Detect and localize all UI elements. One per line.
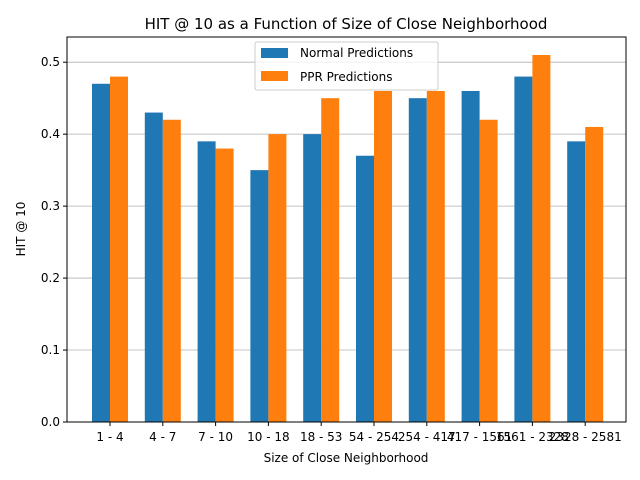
- x-axis: 1 - 4 4 - 7 7 - 10 10 - 18 18 - 53 54 - 25425…: [96, 422, 622, 444]
- y-tick-label-5: 0.5: [41, 55, 60, 69]
- plot-frame: [66, 36, 627, 423]
- legend-label-ppr: PPR Predictions: [300, 70, 393, 84]
- x-tick-label-8: 1561 - 2328: [496, 430, 569, 444]
- bar-normal-6: [408, 98, 427, 423]
- y-tick-label-2: 0.2: [41, 271, 60, 285]
- bar-normal-7: [461, 90, 480, 423]
- bar-ppr-3: [268, 134, 287, 422]
- legend: Normal Predictions PPR Predictions: [254, 41, 439, 91]
- bar-normal-2: [197, 141, 216, 422]
- legend-label-normal: Normal Predictions: [300, 46, 413, 60]
- bar-ppr-9: [585, 126, 604, 422]
- legend-box: [254, 41, 439, 91]
- bar-normal-4: [303, 134, 322, 422]
- y-tick-label-0: 0.0: [41, 415, 60, 429]
- legend-swatch-ppr: [261, 71, 288, 81]
- bar-ppr-8: [532, 54, 551, 422]
- y-tick-label-1: 0.1: [41, 343, 60, 357]
- x-tick-label-6: 254 - 417: [398, 430, 456, 444]
- bar-ppr-0: [110, 76, 128, 422]
- x-tick-label-3: 10 - 18: [247, 430, 290, 444]
- y-axis-label: HIT @ 10: [14, 202, 28, 257]
- legend-swatch-normal: [261, 48, 288, 58]
- bar-normal-1: [144, 112, 163, 423]
- bar-normal-5: [356, 155, 374, 422]
- x-tick-label-7: 417 - 1561: [447, 430, 512, 444]
- bar-ppr-5: [374, 90, 392, 423]
- bar-normal-9: [567, 141, 586, 422]
- bar-ppr-1: [162, 119, 181, 422]
- y-tick-label-3: 0.3: [41, 199, 60, 213]
- x-tick-label-1: 4 - 7: [149, 430, 176, 444]
- x-tick-label-4: 18 - 53: [300, 430, 343, 444]
- x-tick-label-2: 7 - 10: [198, 430, 233, 444]
- bar-ppr-2: [215, 148, 234, 422]
- x-tick-label-0: 1 - 4: [96, 430, 123, 444]
- x-axis-label: Size of Close Neighborhood: [264, 451, 429, 465]
- x-tick-label-5: 54 - 254: [349, 430, 399, 444]
- bar-ppr-4: [321, 98, 340, 423]
- bar-normal-3: [250, 170, 269, 422]
- bar-normal-8: [514, 76, 533, 422]
- bar-ppr-6: [426, 90, 445, 423]
- bars: [92, 54, 604, 423]
- bar-ppr-7: [479, 119, 498, 422]
- chart-title: HIT @ 10 as a Function of Size of Close …: [145, 15, 548, 33]
- bar-normal-0: [92, 83, 110, 423]
- y-axis: 0.0 0.1 0.2 0.3 0.4 0.5: [41, 55, 67, 429]
- x-tick-label-9: 2328 - 2581: [549, 430, 622, 444]
- y-tick-label-4: 0.4: [41, 127, 60, 141]
